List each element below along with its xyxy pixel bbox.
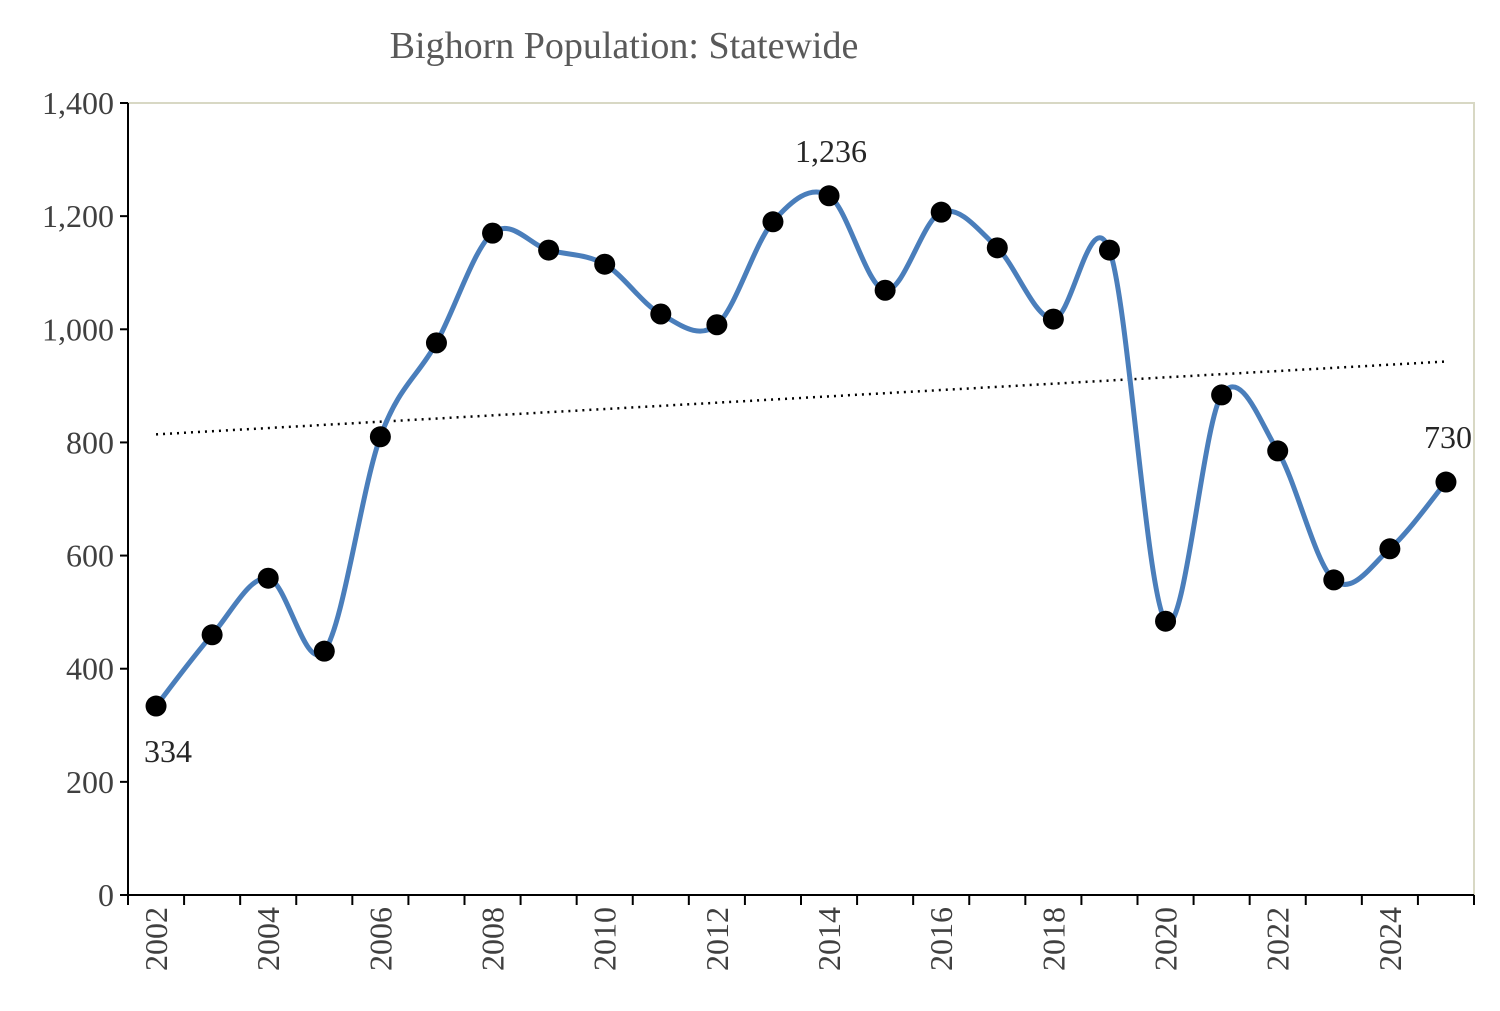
- x-tick-label: 2002: [138, 907, 174, 971]
- y-tick-label: 800: [66, 424, 114, 460]
- data-label: 1,236: [795, 133, 867, 169]
- data-point: [313, 640, 335, 662]
- x-tick-label: 2008: [475, 907, 511, 971]
- y-tick-label: 1,200: [42, 198, 114, 234]
- data-point: [1379, 538, 1401, 560]
- y-tick-label: 200: [66, 764, 114, 800]
- data-point: [1098, 239, 1120, 261]
- data-point: [425, 332, 447, 354]
- data-point: [257, 567, 279, 589]
- x-tick-label: 2010: [587, 907, 623, 971]
- data-point: [1267, 440, 1289, 462]
- data-point: [986, 237, 1008, 259]
- data-label: 334: [144, 733, 192, 769]
- x-tick-label: 2020: [1148, 907, 1184, 971]
- x-tick-label: 2014: [811, 907, 847, 971]
- data-point: [145, 695, 167, 717]
- plot-area-border: [127, 102, 1475, 896]
- y-tick-label: 0: [98, 877, 114, 913]
- data-point: [1435, 471, 1457, 493]
- data-point: [538, 239, 560, 261]
- trendline: [155, 360, 1447, 436]
- y-tick-label: 600: [66, 538, 114, 574]
- data-point: [818, 185, 840, 207]
- y-tick-label: 400: [66, 651, 114, 687]
- x-tick-label: 2006: [362, 907, 398, 971]
- data-point: [650, 303, 672, 325]
- series-line: [154, 189, 1448, 708]
- data-point: [369, 426, 391, 448]
- data-point: [1155, 610, 1177, 632]
- data-point: [874, 279, 896, 301]
- data-point: [706, 314, 728, 336]
- x-tick-label: 2022: [1260, 907, 1296, 971]
- data-point: [1042, 308, 1064, 330]
- data-point: [762, 211, 784, 233]
- data-point: [1323, 569, 1345, 591]
- data-label: 730: [1424, 419, 1472, 455]
- data-point: [482, 222, 504, 244]
- x-tick-label: 2016: [923, 907, 959, 971]
- data-point: [1211, 384, 1233, 406]
- data-point: [201, 624, 223, 646]
- chart-title: Bighorn Population: Statewide: [390, 25, 859, 67]
- x-tick-label: 2024: [1372, 907, 1408, 971]
- data-point: [930, 201, 952, 223]
- x-tick-label: 2012: [699, 907, 735, 971]
- x-tick-label: 2004: [250, 907, 286, 971]
- y-tick-label: 1,000: [42, 311, 114, 347]
- data-point: [594, 253, 616, 275]
- x-tick-label: 2018: [1035, 907, 1071, 971]
- y-tick-label: 1,400: [42, 85, 114, 121]
